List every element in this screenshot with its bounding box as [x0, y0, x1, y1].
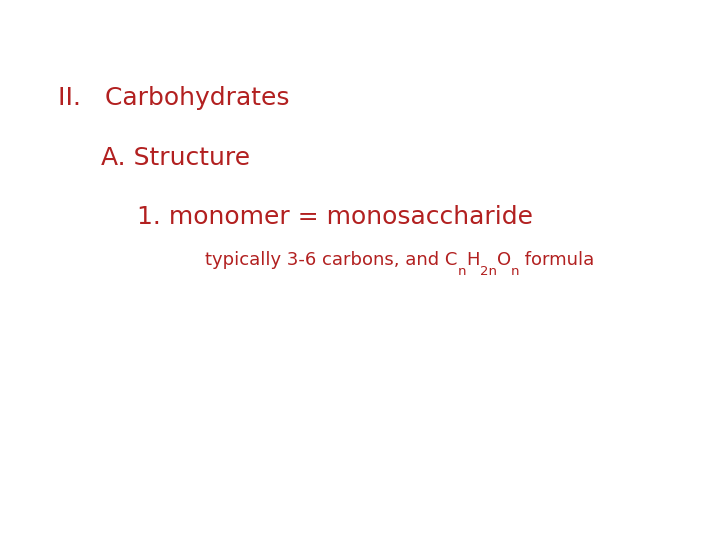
Text: A. Structure: A. Structure — [101, 146, 250, 170]
Text: H: H — [466, 251, 480, 269]
Text: O: O — [497, 251, 510, 269]
Text: 2n: 2n — [480, 265, 497, 278]
Text: typically 3-6 carbons, and C: typically 3-6 carbons, and C — [205, 251, 458, 269]
Text: n: n — [458, 265, 466, 278]
Text: formula: formula — [519, 251, 595, 269]
Text: n: n — [510, 265, 519, 278]
Text: II.   Carbohydrates: II. Carbohydrates — [58, 86, 289, 110]
Text: 1. monomer = monosaccharide: 1. monomer = monosaccharide — [137, 205, 533, 229]
